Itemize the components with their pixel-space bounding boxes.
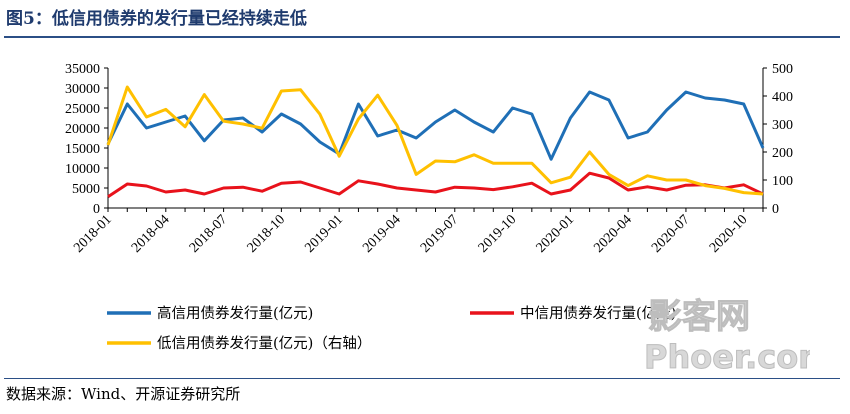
right-axis-tick-label: 0 [772, 202, 779, 217]
bottom-rule [4, 378, 840, 379]
x-axis-tick-label: 2020-07 [649, 212, 693, 256]
legend-label: 低信用债券发行量(亿元)（右轴） [157, 335, 371, 352]
right-axis-tick-label: 500 [772, 62, 793, 77]
x-axis-tick-label: 2019-10 [476, 212, 520, 256]
left-axis-tick-label: 15000 [65, 142, 100, 157]
x-axis-tick-label: 2018-10 [245, 212, 289, 256]
right-axis-tick-label: 200 [772, 146, 793, 161]
left-axis-tick-label: 10000 [65, 162, 100, 177]
watermark-top-text: 影客网 [648, 297, 750, 337]
left-axis-tick-label: 0 [93, 202, 100, 217]
x-axis-tick-label: 2019-01 [302, 212, 346, 256]
x-axis-tick-label: 2018-01 [71, 212, 115, 256]
right-axis-tick-label: 300 [772, 118, 793, 133]
series-line [106, 85, 764, 196]
left-axis-tick-label: 5000 [72, 182, 100, 197]
legend-label: 中信用债券发行量(亿元) [520, 305, 676, 322]
axes: 0 5000 10000 15000 20000 25000 30000 35000 0 100 2… [65, 62, 793, 256]
x-axis-tick-label: 2019-07 [418, 212, 462, 256]
figure-title: 图5：低信用债券的发行量已经持续走低 [6, 9, 307, 29]
watermark-bottom-text: Phoer.com [644, 338, 810, 374]
source-note: 数据来源：Wind、开源证券研究所 [6, 385, 241, 403]
right-axis-tick-label: 100 [772, 174, 793, 189]
legend-label: 高信用债券发行量(亿元) [157, 305, 313, 322]
series-lines [106, 85, 765, 199]
x-axis-tick-label: 2020-04 [591, 212, 635, 256]
left-axis-tick-label: 35000 [65, 62, 100, 77]
left-axis-tick-label: 30000 [65, 82, 100, 97]
top-rule [4, 36, 840, 38]
x-axis-tick-label: 2018-07 [187, 212, 231, 256]
x-axis-tick-label: 2018-04 [129, 212, 173, 256]
left-axis-tick-label: 20000 [65, 122, 100, 137]
x-axis-tick-label: 2019-04 [360, 212, 404, 256]
left-axis-tick-label: 25000 [65, 102, 100, 117]
x-axis-tick-label: 2020-10 [707, 212, 751, 256]
series-line [107, 171, 764, 199]
series-line [106, 90, 765, 161]
watermark: 影客网 Phoer.com [644, 297, 811, 375]
x-axis-tick-label: 2020-01 [534, 212, 578, 256]
right-axis-tick-label: 400 [772, 90, 793, 105]
legend: 高信用债券发行量(亿元) 中信用债券发行量(亿元) 低信用债券发行量(亿元)（右轴） [107, 305, 676, 352]
